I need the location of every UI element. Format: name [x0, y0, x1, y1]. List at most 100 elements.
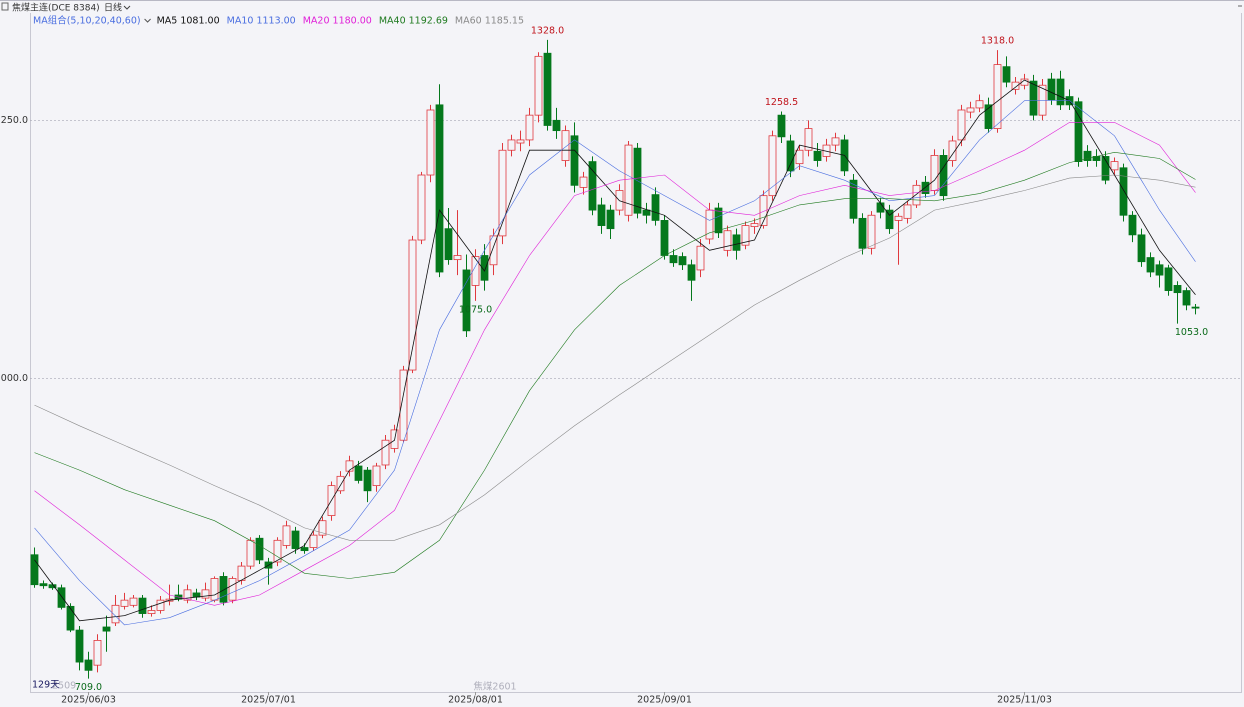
candle-body	[903, 204, 912, 219]
candle-body	[462, 269, 471, 332]
candle-body	[1038, 84, 1047, 116]
menu-icon[interactable]	[1, 2, 9, 11]
candle-body	[219, 576, 228, 603]
candle-body	[381, 439, 390, 466]
candle-body	[201, 589, 210, 599]
candle-body	[759, 195, 768, 226]
candle-body	[1173, 285, 1182, 294]
candle-body	[1146, 257, 1155, 273]
candle-body	[624, 144, 633, 216]
candle-body	[705, 209, 714, 240]
candle-body	[1002, 66, 1011, 83]
candle-body	[1137, 234, 1146, 263]
candle-body	[849, 179, 858, 219]
candle-body	[30, 554, 39, 586]
x-tick-label: 2025/08/01	[448, 695, 503, 706]
extreme-label: 1328.0	[531, 25, 564, 36]
candle-body	[345, 460, 354, 472]
legend-name: MA20	[303, 16, 330, 27]
candle-body	[552, 119, 561, 132]
legend-name: MA60	[455, 16, 482, 27]
candle-body	[363, 469, 372, 492]
candle-body	[696, 245, 705, 271]
extreme-label: 1318.0	[981, 36, 1014, 47]
candle-body	[1083, 150, 1092, 161]
candle-body	[912, 184, 921, 206]
candle-body	[228, 578, 237, 601]
candle-body	[984, 104, 993, 129]
indicator-name[interactable]: MA组合(5,10,20,40,60)	[33, 15, 141, 27]
candle-body	[894, 215, 903, 221]
candle-body	[588, 161, 597, 211]
x-tick-label: 2025/06/03	[61, 695, 116, 706]
candle-body	[876, 202, 885, 213]
candle-body	[426, 109, 435, 176]
legend-name: MA5	[157, 16, 178, 27]
candle-body	[831, 137, 840, 146]
candle-body	[966, 107, 975, 113]
candle-body	[156, 599, 165, 611]
indicator-chevron[interactable]	[144, 18, 151, 23]
candle-body	[1110, 161, 1119, 171]
ma-line	[34, 100, 1196, 626]
candle-body	[1119, 167, 1128, 216]
candle-body	[255, 537, 264, 561]
ma-line	[34, 151, 1196, 579]
candle-body	[1047, 78, 1056, 101]
legend-value: 1113.00	[256, 16, 295, 27]
candle-body	[84, 659, 93, 671]
candle-body	[129, 597, 138, 606]
candle-body	[453, 255, 462, 261]
candle-body	[444, 228, 453, 261]
candle-body	[1029, 80, 1038, 116]
x-tick-label: 2025/09/01	[637, 695, 692, 706]
candle-body	[1182, 290, 1191, 306]
period-select[interactable]: 日线	[104, 2, 122, 14]
legend-value: 1180.00	[333, 16, 372, 27]
ma-line	[34, 79, 1196, 622]
candle-body	[516, 139, 525, 144]
candle-body	[723, 230, 732, 251]
candle-body	[561, 130, 570, 161]
candle-body	[471, 256, 480, 286]
candle-body	[300, 547, 309, 552]
candle-body	[147, 610, 156, 614]
candle-body	[210, 578, 219, 601]
extreme-label: 709.0	[75, 682, 102, 693]
candle-body	[939, 155, 948, 197]
ma-line	[34, 174, 1196, 541]
candle-body	[777, 114, 786, 138]
candle-body	[1191, 306, 1200, 309]
candle-body	[651, 194, 660, 221]
candle-body	[867, 214, 876, 249]
candle-body	[714, 207, 723, 234]
x-tick-label: 2025/11/03	[997, 695, 1052, 706]
legend-value: 1185.15	[485, 16, 524, 27]
candle-body	[750, 223, 759, 228]
candle-body	[606, 209, 615, 230]
candle-body	[858, 217, 867, 249]
ma-line	[34, 122, 1196, 606]
legend-name: MA40	[379, 16, 406, 27]
candle-body	[993, 64, 1002, 129]
candle-body	[795, 149, 804, 165]
candle-body	[1056, 78, 1065, 106]
symbol-title[interactable]: 焦煤主连(DCE 8384)	[12, 2, 100, 14]
candle-body	[1011, 81, 1020, 90]
candle-body	[273, 539, 282, 563]
legend-value: 1081.00	[180, 16, 219, 27]
candle-body	[660, 220, 669, 256]
candle-body	[282, 525, 291, 546]
period-chevron[interactable]	[123, 5, 131, 10]
candle-body	[138, 597, 147, 614]
legend-name: MA10	[227, 16, 254, 27]
candle-body	[669, 255, 678, 264]
candle-body	[93, 640, 102, 666]
candle-body	[1155, 264, 1164, 276]
candle-body	[687, 264, 696, 281]
candle-body	[921, 181, 930, 194]
